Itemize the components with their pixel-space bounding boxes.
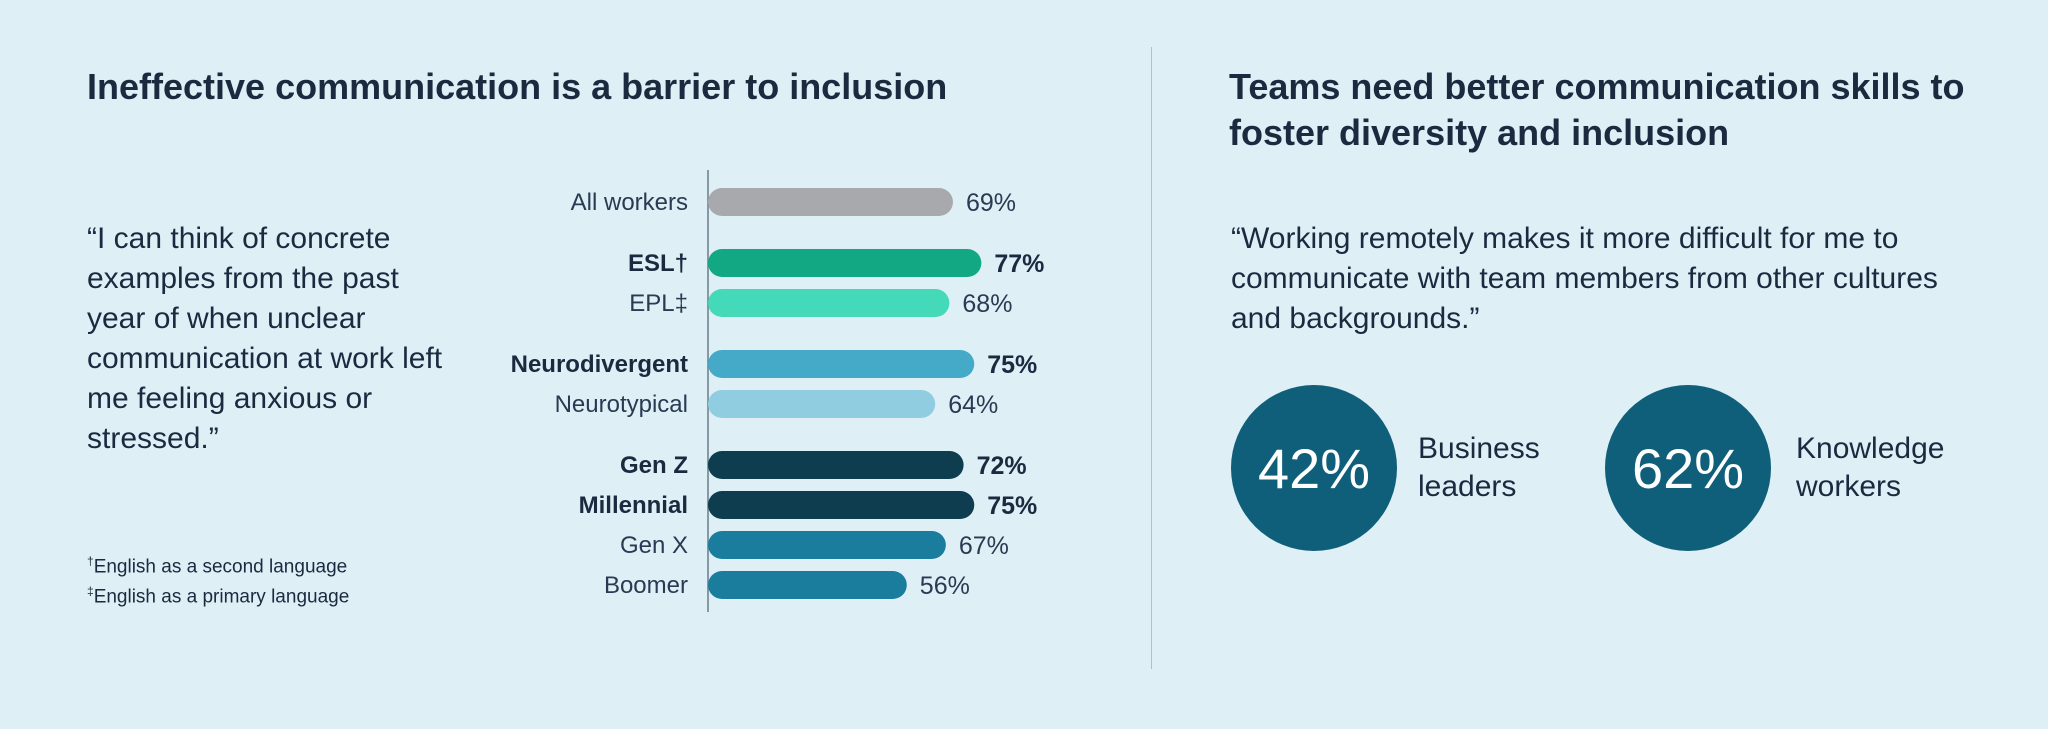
category-label: EPL‡ — [629, 290, 688, 317]
value-label: 56% — [920, 572, 970, 600]
category-label: ESL† — [628, 250, 688, 277]
footnote-esl: †English as a second language — [87, 549, 349, 579]
stat-circle-business-leaders: 42% — [1231, 385, 1397, 551]
value-label: 75% — [987, 492, 1037, 520]
right-quote: “Working remotely makes it more difficul… — [1231, 222, 1938, 335]
left-title: Ineffective communication is a barrier t… — [87, 66, 948, 107]
bar — [708, 491, 975, 519]
value-label: 75% — [987, 351, 1037, 379]
category-label: Neurotypical — [555, 391, 688, 418]
value-label: 67% — [959, 532, 1009, 560]
footnotes: †English as a second language ‡English a… — [87, 549, 349, 610]
value-label: 72% — [977, 452, 1027, 480]
category-label: Gen X — [620, 532, 688, 559]
divider — [1151, 47, 1152, 669]
bar — [708, 531, 946, 559]
bar — [708, 249, 982, 277]
footnote-mark: ‡ — [87, 584, 94, 599]
bar — [708, 188, 953, 216]
bar — [708, 390, 936, 418]
bar — [708, 289, 950, 317]
footnote-text: English as a second language — [93, 556, 348, 578]
bar — [708, 451, 964, 479]
category-label: Boomer — [604, 572, 688, 599]
value-label: 68% — [962, 290, 1012, 318]
category-label: All workers — [571, 189, 688, 216]
footnote-mark: † — [87, 554, 94, 568]
footnote-text: English as a primary language — [93, 586, 350, 608]
category-label: Neurodivergent — [511, 351, 688, 378]
value-label: 69% — [966, 189, 1016, 217]
stat-label-knowledge-workers: Knowledge workers — [1796, 432, 1945, 503]
right-title: Teams need better communication skills t… — [1229, 66, 1965, 153]
footnote-epl: ‡English as a primary language — [87, 579, 349, 609]
category-label: Gen Z — [620, 452, 688, 479]
value-label: 77% — [994, 250, 1044, 278]
bar — [708, 350, 975, 378]
value-label: 64% — [948, 391, 998, 419]
left-quote: “I can think of concrete examples from t… — [87, 222, 443, 455]
stat-label-business-leaders: Business leaders — [1418, 432, 1540, 503]
category-label: Millennial — [579, 492, 688, 519]
bar — [708, 571, 907, 599]
stat-circle-knowledge-workers: 62% — [1605, 385, 1771, 551]
